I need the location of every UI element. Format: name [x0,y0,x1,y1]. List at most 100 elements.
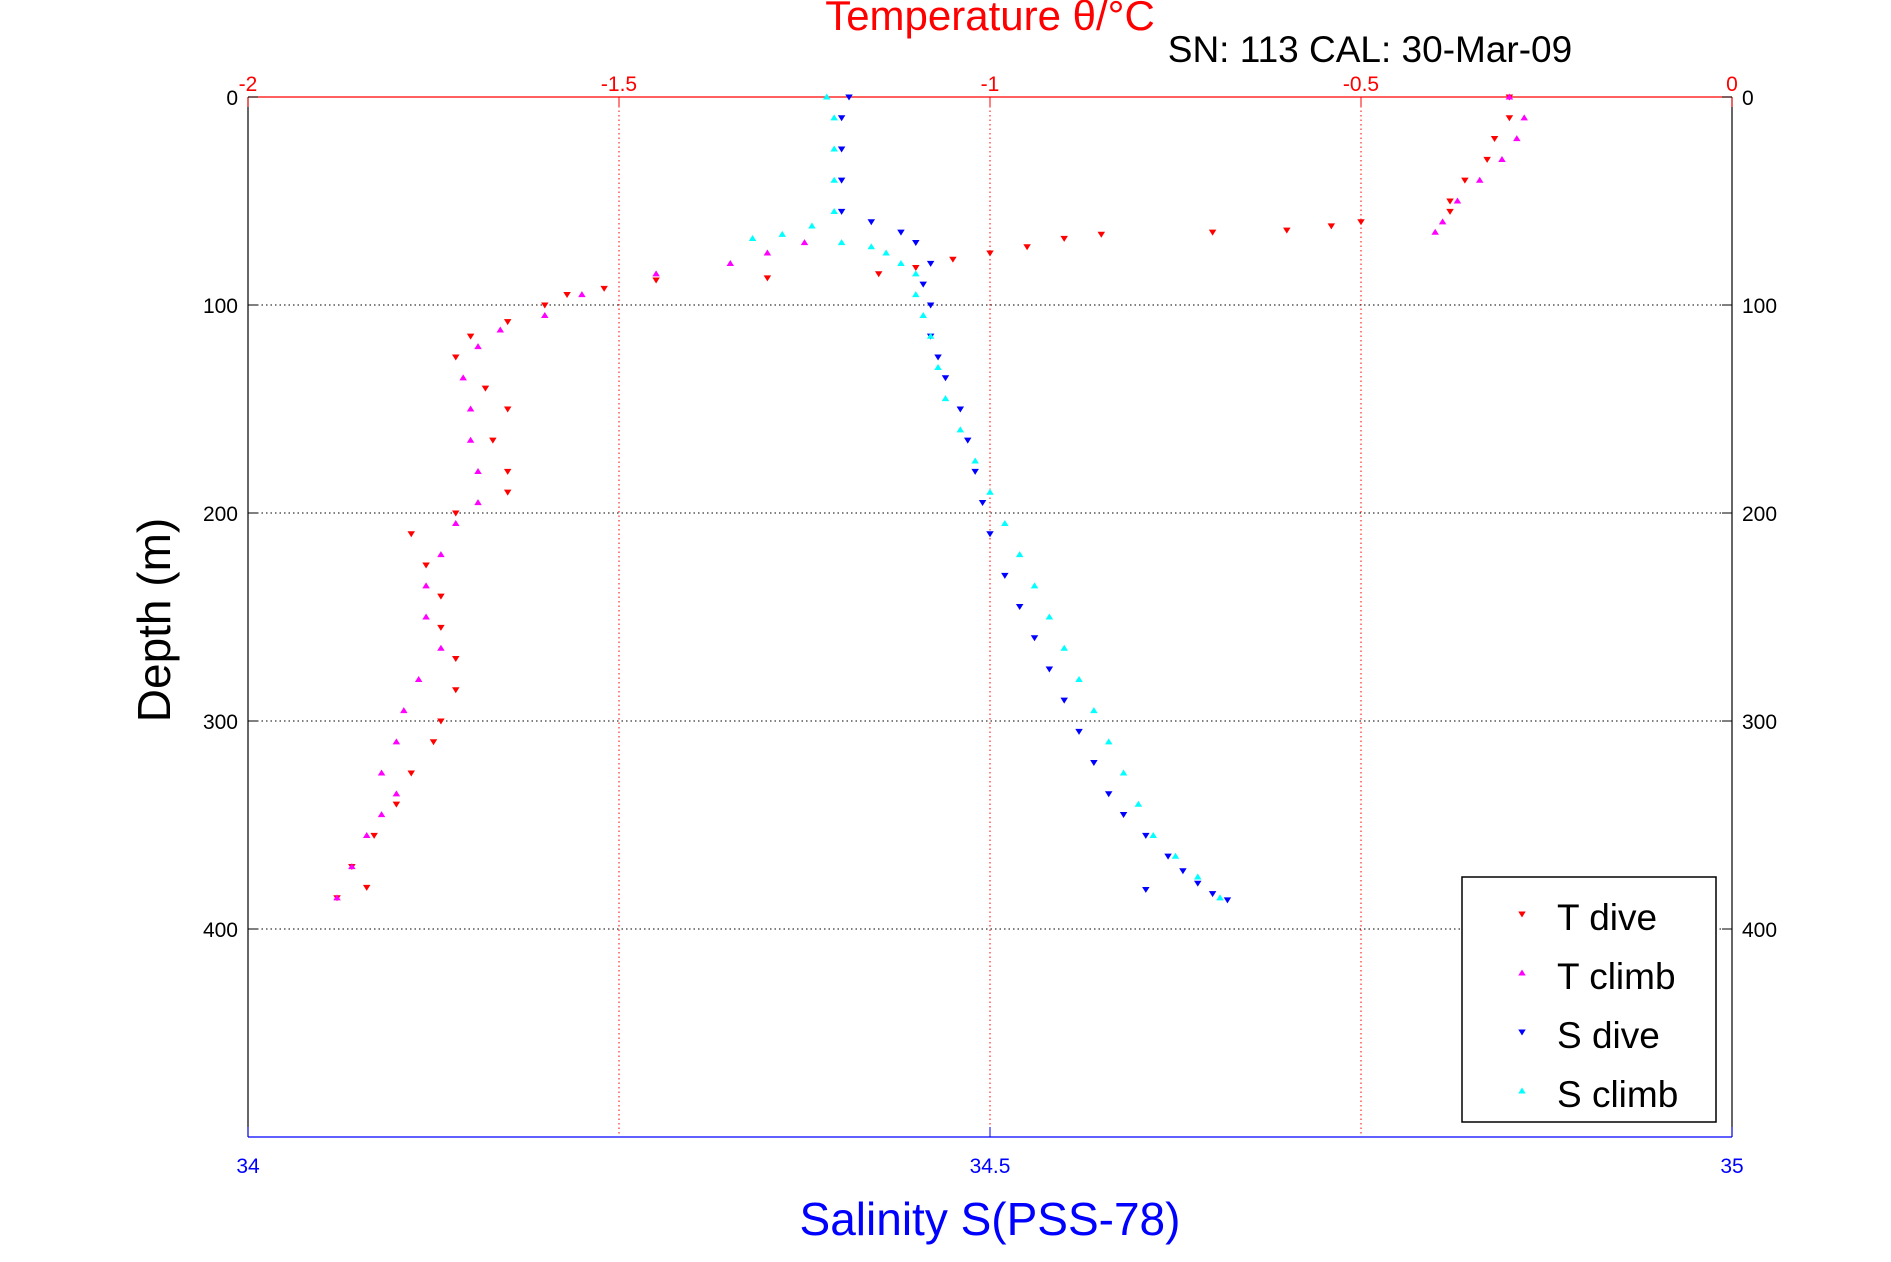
data-point [934,363,942,370]
data-point [578,291,586,298]
data-point [867,219,876,226]
data-point [867,243,876,250]
data-point [466,405,475,412]
data-point [392,790,401,797]
data-point [1475,176,1484,183]
y-axis-title: Depth (m) [128,518,180,722]
data-point [1194,880,1202,887]
data-point [1142,886,1150,893]
data-point [926,302,935,309]
x-bottom-tick-label: 34 [236,1155,260,1178]
data-point [837,177,846,184]
data-point [437,624,445,631]
data-point [422,582,430,589]
data-point [919,311,927,318]
y-left-tick-label: 300 [203,711,238,734]
x-top-tick-label: -1 [981,73,1000,96]
data-point [926,332,935,339]
data-point [1461,177,1469,184]
data-point [830,145,838,152]
y-right-tick-label: 0 [1742,87,1754,110]
data-point [1149,831,1157,838]
data-point [362,831,371,838]
axes-layer [247,96,1733,1138]
data-point [837,208,846,215]
legend-items: T dive T climb S dive S climb [1518,897,1678,1115]
x-bottom-tick-label: 35 [1720,1155,1743,1178]
legend: T dive T climb S dive S climb [1461,876,1717,1123]
legend-label: S dive [1557,1015,1660,1056]
data-point [1208,229,1217,236]
data-point [1498,155,1506,162]
data-point [600,285,608,292]
data-point [1001,572,1009,579]
data-point [503,468,512,475]
data-point [949,256,957,263]
data-point [437,644,445,651]
data-point [474,467,482,474]
data-point [1097,231,1106,238]
data-point [466,436,475,443]
data-point [1357,219,1365,226]
x-axis-title-bottom: Salinity S(PSS-78) [800,1193,1181,1245]
data-point [377,769,386,776]
data-point [437,718,445,725]
data-point [830,176,838,183]
data-point [941,395,950,402]
data-point [1208,891,1217,898]
data-point [348,863,356,870]
data-point [1023,244,1031,251]
data-point [1045,613,1054,620]
data-point [926,260,935,267]
data-point [1134,800,1143,807]
data-point [837,115,846,122]
data-point [370,832,378,839]
data-point [422,613,430,620]
data-point [1453,197,1462,204]
data-point [897,229,905,236]
data-point [392,801,401,808]
data-point [808,222,816,229]
chart-subtitle: SN: 113 CAL: 30-Mar-09 [1168,29,1572,70]
data-point [652,277,660,284]
y-right-tick-label: 200 [1742,503,1777,526]
data-point [1075,675,1083,682]
data-point [897,259,905,266]
data-point [1030,582,1039,589]
data-point [1171,852,1180,859]
data-points [333,93,1528,904]
data-point [1505,115,1514,122]
data-point [474,499,482,506]
data-point [1179,868,1187,875]
data-point [986,250,994,257]
y-right-tick-label: 400 [1742,919,1777,942]
data-point [541,311,549,318]
x-top-tick-label: -2 [239,73,258,96]
data-point [963,437,972,444]
legend-label: S climb [1557,1074,1678,1115]
data-point [882,249,890,256]
data-point [1446,198,1454,205]
series-t-climb [333,93,1528,901]
data-point [437,551,445,558]
data-point [407,531,415,538]
data-point [452,656,460,663]
data-point [1438,218,1447,225]
data-point [541,302,549,309]
data-point [481,385,490,392]
data-point [1104,738,1113,745]
data-point [1119,769,1128,776]
data-point [830,114,838,121]
data-point [1090,707,1098,714]
legend-label: T dive [1557,897,1657,938]
data-point [1216,894,1224,901]
x-top-tick-label: -0.5 [1343,73,1379,96]
data-point [874,271,883,278]
data-point [934,354,942,361]
data-point [912,291,920,298]
data-point [978,500,987,507]
data-point [800,239,809,246]
data-point [1015,604,1024,611]
